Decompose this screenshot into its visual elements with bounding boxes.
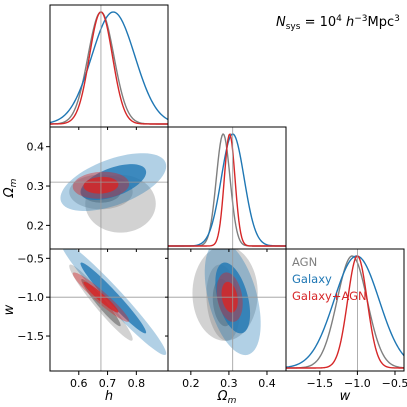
panel-frame [285,248,405,372]
x-axis-label-h: h [105,389,113,404]
annotation-unit: Mpc [368,15,395,30]
svg-text:Nsys = 104 h−3Mpc3: Nsys = 104 h−3Mpc3 [276,14,400,32]
annotation-exp3: 3 [394,14,400,24]
x-tick-label-om: 0.4 [258,377,276,390]
annotation-exp2: −3 [354,14,367,24]
panel-om-vs-h [49,126,169,250]
legend-entry-agn: AGN [292,255,317,269]
legend-entry-galaxy: Galaxy [292,272,332,286]
panel-frame [49,4,169,128]
x-axis-label-w: w [340,389,351,404]
x-tick-label-w: −0.5 [382,377,407,390]
legend-entry-galaxy-agn: Galaxy+AGN [292,289,367,303]
y-tick-label-w: −1.0 [17,291,44,304]
panel-marginal-w [285,248,405,372]
marginal-w-agn [286,255,404,369]
panel-w-vs-h-content [50,249,168,371]
annotation-n-sub: sys [286,22,301,32]
y-tick-label-om: 0.3 [27,180,45,193]
annotation-exp1: 4 [336,14,342,24]
y-axis-label-w: w [2,304,17,315]
panel-marginal-w-content [286,249,404,371]
x-tick-label-h: 0.8 [128,377,146,390]
legend: AGN Galaxy Galaxy+AGN [292,255,367,303]
x-tick-label-om: 0.3 [220,377,238,390]
panel-w-vs-h [49,248,169,372]
panel-w-vs-om [167,248,287,372]
y-tick-label-om: 0.2 [27,219,45,232]
panel-frame [167,126,287,250]
annotation-h: h [342,15,354,30]
axes: 0.6 0.7 0.8 h 0.2 0.3 0.4 Ωm −1.5 −1.0 −0.5 w 0.2 0.3… [2,127,407,406]
x-tick-label-h: 0.6 [70,377,88,390]
panel-w-vs-om-content [168,249,286,371]
y-axis-label-om: Ωm [2,178,19,198]
x-tick-label-om: 0.2 [182,377,200,390]
annotation-eq: = 10 [300,15,336,30]
y-tick-label-w: −1.5 [17,330,44,343]
nsys-annotation: Nsys = 104 h−3Mpc3 [276,14,400,32]
marginal-h-galaxy-agn [50,11,168,125]
y-tick-label-om: 0.4 [27,141,45,154]
annotation-n: N [276,15,286,30]
contour-68-galaxy [80,262,147,334]
panels: 0.6 0.7 0.8 h 0.2 0.3 0.4 Ωm −1.5 −1.0 −0.5 w 0.2 0.3… [2,4,407,406]
marginal-om-galaxy-agn [168,132,286,247]
x-axis-label-om: Ωm [217,389,237,406]
panel-marginal-h [49,4,169,128]
panel-om-vs-h-content [50,127,168,249]
y-tick-label-w: −0.5 [17,252,44,265]
panel-marginal-h-content [50,5,168,127]
marginal-w-galaxy-agn [286,255,404,369]
x-tick-label-w: −1.0 [344,377,371,390]
marginal-h-galaxy [50,11,168,124]
x-tick-label-h: 0.7 [99,377,117,390]
marginal-w-galaxy [286,255,404,368]
panel-marginal-om-content [168,127,286,249]
x-tick-label-w: −1.5 [306,377,333,390]
marginal-h-agn [50,11,168,125]
panel-marginal-om [167,126,287,250]
